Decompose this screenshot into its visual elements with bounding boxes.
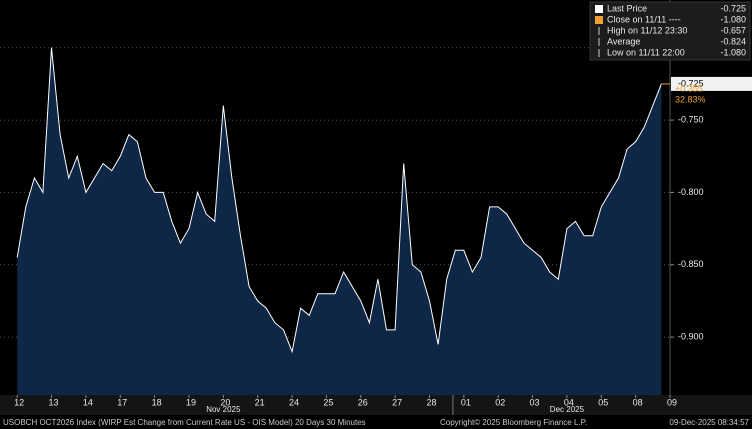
x-tick-label: 01 xyxy=(461,397,471,407)
x-tick-label: 24 xyxy=(289,397,299,407)
x-tick-label: 19 xyxy=(186,397,196,407)
x-axis-band xyxy=(0,395,752,415)
legend-value: -1.080 xyxy=(720,14,746,24)
footer-timestamp: 09-Dec-2025 08:34:57 xyxy=(669,418,749,427)
y-tick-label: -0.800 xyxy=(678,187,704,197)
month-label: Dec 2025 xyxy=(550,405,585,414)
legend-value: -0.725 xyxy=(720,3,746,13)
x-tick-label: 26 xyxy=(358,397,368,407)
x-tick-label: 25 xyxy=(323,397,333,407)
x-tick-label: 20 xyxy=(220,397,230,407)
x-tick-label: 04 xyxy=(564,397,574,407)
x-tick-label: 18 xyxy=(152,397,162,407)
change-label: 32.83% xyxy=(675,94,706,104)
x-tick-label: 05 xyxy=(598,397,608,407)
legend-value: -0.657 xyxy=(720,25,746,35)
x-tick-label: 09 xyxy=(667,397,677,407)
legend-name: Low on 11/11 22:00 xyxy=(607,47,685,57)
legend-name: Last Price xyxy=(607,3,647,13)
x-tick-label: 14 xyxy=(83,397,93,407)
x-tick-label: 17 xyxy=(117,397,127,407)
y-tick-label: -0.900 xyxy=(678,331,704,341)
x-tick-label: 13 xyxy=(49,397,59,407)
price-line xyxy=(16,47,662,354)
legend-icon xyxy=(595,5,603,13)
last-price-box xyxy=(671,76,752,91)
x-tick-label: 12 xyxy=(14,397,24,407)
legend-icon xyxy=(595,16,603,24)
footer-copyright: Copyright© 2025 Bloomberg Finance L.P. xyxy=(440,418,587,427)
month-label: Nov 2025 xyxy=(206,405,241,414)
legend: Last Price -0.725 Close on 11/11 ---- -1.08… xyxy=(589,1,751,61)
y-tick-label: -0.850 xyxy=(678,259,704,269)
change-label: +0.355 xyxy=(675,83,703,93)
legend-name: Close on 11/11 ---- xyxy=(607,14,681,24)
x-tick-label: 21 xyxy=(255,397,265,407)
x-tick-label: 28 xyxy=(426,397,436,407)
legend-name: Average xyxy=(607,36,640,46)
legend-name: High on 11/12 23:30 xyxy=(607,25,687,35)
y-tick-label: -0.750 xyxy=(678,114,704,124)
footer-description: USOBCH OCT2026 Index (WIRP Est Change fr… xyxy=(3,418,366,427)
legend-value: -0.824 xyxy=(720,36,746,46)
x-tick-label: 03 xyxy=(530,397,540,407)
x-tick-label: 08 xyxy=(633,397,643,407)
x-tick-label: 02 xyxy=(495,397,505,407)
area-fill xyxy=(17,47,662,395)
legend-box xyxy=(589,1,751,61)
legend-value: -1.080 xyxy=(720,47,746,57)
last-price-label: -0.725 xyxy=(678,78,704,88)
x-tick-label: 27 xyxy=(392,397,402,407)
